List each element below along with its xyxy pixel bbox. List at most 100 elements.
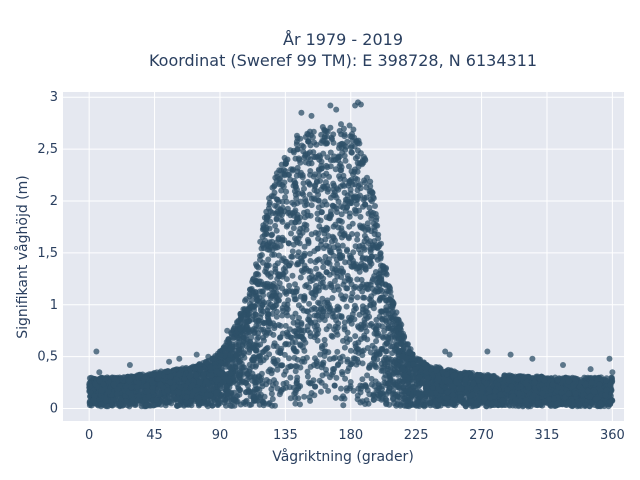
data-point — [243, 296, 250, 303]
data-point — [313, 265, 320, 272]
data-point — [289, 248, 296, 255]
data-point — [325, 387, 332, 394]
data-point — [322, 179, 329, 186]
data-point — [279, 330, 286, 337]
data-point — [297, 159, 304, 166]
data-point — [334, 283, 341, 290]
data-point — [384, 287, 391, 294]
data-point — [354, 231, 361, 238]
data-point — [314, 216, 321, 223]
data-point — [318, 140, 325, 146]
data-point — [327, 374, 333, 381]
data-point — [354, 153, 361, 160]
data-point — [323, 140, 330, 147]
data-point — [269, 396, 276, 402]
data-point — [328, 194, 334, 201]
data-point — [168, 400, 175, 407]
data-point — [271, 251, 278, 258]
data-point — [274, 196, 281, 203]
data-point — [273, 227, 280, 234]
data-point — [346, 213, 353, 220]
data-point — [352, 194, 359, 201]
data-point — [316, 172, 323, 179]
data-point — [385, 324, 392, 331]
data-point — [255, 334, 262, 341]
data-point — [273, 216, 280, 223]
data-point — [276, 334, 283, 341]
data-point — [362, 312, 369, 319]
data-point — [346, 259, 353, 266]
data-point — [304, 373, 311, 380]
data-point — [368, 228, 375, 235]
data-point — [279, 312, 286, 319]
data-point — [274, 366, 281, 373]
data-point — [177, 384, 184, 391]
data-point — [373, 338, 380, 345]
data-points — [86, 99, 616, 410]
data-point — [350, 126, 357, 133]
data-point — [188, 398, 195, 405]
data-point — [315, 235, 322, 242]
data-point — [344, 192, 351, 199]
data-point — [359, 398, 366, 405]
data-point — [181, 375, 188, 382]
data-point — [332, 166, 339, 173]
data-point — [297, 274, 304, 281]
data-point — [344, 272, 351, 279]
data-point — [354, 147, 361, 154]
data-point — [348, 315, 355, 321]
data-point — [271, 377, 277, 384]
data-point — [256, 352, 263, 359]
data-point — [326, 323, 333, 330]
data-point — [343, 285, 350, 292]
data-point — [332, 394, 339, 401]
data-point — [320, 226, 327, 233]
data-point — [174, 402, 181, 409]
data-point — [318, 209, 325, 216]
data-point — [367, 196, 374, 203]
data-point — [317, 351, 324, 358]
data-point — [401, 333, 408, 340]
data-point — [348, 320, 355, 327]
data-point — [331, 382, 338, 389]
data-point — [290, 241, 297, 248]
data-point — [342, 157, 349, 164]
data-point — [286, 355, 292, 362]
data-point — [283, 276, 290, 283]
data-point — [265, 262, 272, 269]
data-point — [285, 297, 292, 304]
data-point — [271, 325, 278, 332]
data-point — [246, 361, 253, 368]
data-point — [397, 402, 404, 409]
data-point — [286, 282, 293, 289]
data-point — [265, 205, 272, 212]
data-point — [276, 181, 283, 188]
data-point — [362, 179, 369, 186]
data-point — [391, 400, 398, 407]
chart-title-line-1: År 1979 - 2019 — [283, 30, 403, 49]
data-point — [377, 294, 384, 301]
data-point — [359, 376, 366, 383]
data-point — [282, 368, 289, 375]
data-point — [318, 388, 324, 395]
data-point — [291, 180, 298, 187]
data-point — [334, 261, 341, 268]
data-point — [284, 312, 291, 319]
data-point — [379, 333, 386, 340]
chart-title-line-2: Koordinat (Sweref 99 TM): E 398728, N 61… — [149, 51, 537, 70]
data-point — [321, 126, 328, 133]
data-point — [308, 231, 315, 238]
data-point — [280, 307, 286, 314]
data-point — [287, 212, 294, 219]
data-point — [331, 326, 338, 333]
data-point — [281, 179, 288, 186]
data-point — [311, 362, 317, 368]
data-point — [272, 222, 279, 229]
data-point — [344, 329, 351, 336]
data-point — [314, 257, 321, 264]
data-point — [338, 121, 344, 128]
data-point — [372, 203, 378, 209]
data-point — [331, 287, 338, 294]
data-point — [324, 188, 331, 195]
data-point — [306, 300, 313, 307]
